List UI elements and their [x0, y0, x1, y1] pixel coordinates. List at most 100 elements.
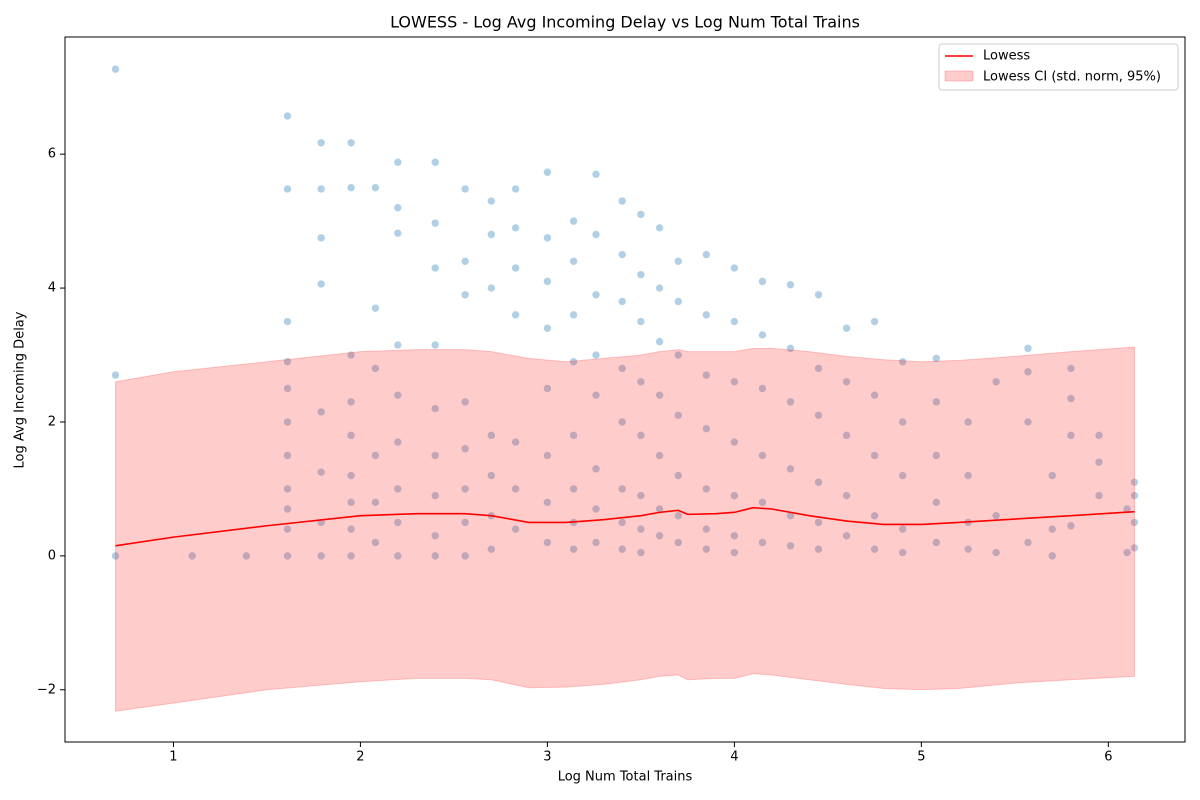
scatter-point	[346, 397, 356, 407]
scatter-point	[487, 544, 496, 554]
scatter-point	[569, 256, 578, 266]
scatter-point	[393, 390, 403, 400]
scatter-point	[1094, 431, 1104, 440]
scatter-point	[655, 223, 664, 233]
scatter-point	[346, 138, 356, 148]
scatter-point	[730, 531, 739, 541]
scatter-point	[316, 467, 326, 477]
scatter-point	[1066, 364, 1076, 373]
scatter-point	[673, 297, 683, 306]
scatter-point	[702, 484, 711, 494]
scatter-point	[430, 451, 440, 460]
scatter-point	[242, 551, 251, 561]
scatter-point	[283, 111, 292, 121]
scatter-point	[702, 250, 711, 259]
y-tick-label: 6	[48, 147, 56, 162]
scatter-point	[393, 551, 403, 561]
y-tick-label: 0	[48, 548, 56, 563]
scatter-point	[346, 498, 356, 507]
scatter-point	[460, 256, 470, 266]
scatter-point	[346, 551, 356, 561]
scatter-point	[1047, 524, 1057, 534]
scatter-point	[1130, 477, 1139, 487]
scatter-point	[1023, 417, 1033, 427]
scatter-point	[430, 404, 440, 413]
scatter-point	[730, 548, 739, 557]
scatter-point	[673, 256, 683, 266]
scatter-point	[346, 183, 356, 192]
scatter-point	[702, 544, 711, 554]
scatter-point	[371, 183, 380, 192]
scatter-point	[543, 451, 552, 460]
scatter-point	[758, 538, 767, 547]
scatter-point	[460, 290, 470, 300]
x-tick-label: 6	[1104, 750, 1112, 765]
scatter-point	[870, 390, 879, 400]
scatter-point	[371, 498, 380, 507]
y-axis-label: Log Avg Incoming Delay	[13, 311, 28, 468]
scatter-point	[636, 270, 646, 279]
scatter-point	[842, 491, 851, 500]
scatter-point	[814, 477, 823, 487]
scatter-point	[543, 538, 552, 547]
scatter-point	[430, 340, 440, 350]
scatter-point	[487, 196, 496, 206]
scatter-point	[487, 283, 496, 293]
scatter-point	[758, 277, 767, 286]
scatter-point	[702, 524, 711, 534]
scatter-point	[870, 544, 879, 554]
scatter-point	[346, 524, 356, 534]
scatter-point	[460, 484, 470, 494]
scatter-point	[111, 370, 120, 380]
scatter-point	[655, 531, 664, 541]
x-tick-label: 2	[356, 750, 364, 765]
plot-frame	[64, 36, 1186, 743]
scatter-point	[316, 279, 326, 289]
scatter-point	[655, 337, 664, 346]
scatter-point	[758, 498, 767, 507]
scatter-point	[1066, 521, 1076, 531]
scatter-point	[393, 437, 403, 447]
scatter-point	[371, 451, 380, 460]
scatter-point	[591, 464, 601, 474]
scatter-point	[1066, 394, 1076, 403]
scatter-point	[932, 498, 941, 507]
scatter-point	[842, 531, 851, 541]
scatter-point	[702, 310, 711, 320]
scatter-point	[511, 184, 520, 194]
scatter-point	[932, 451, 941, 460]
y-tick-label: 2	[48, 414, 56, 429]
legend-box	[938, 43, 1179, 91]
y-tick-label: −2	[37, 682, 56, 697]
scatter-point	[786, 344, 795, 353]
scatter-point	[617, 364, 627, 373]
scatter-point	[569, 310, 578, 320]
x-tick-label: 3	[543, 750, 551, 765]
scatter-point	[543, 233, 552, 243]
scatter-point	[460, 184, 470, 194]
scatter-point	[786, 541, 795, 551]
scatter-point	[283, 504, 292, 514]
scatter-point	[111, 551, 120, 561]
scatter-point	[511, 310, 520, 320]
scatter-point	[543, 277, 552, 286]
scatter-point	[617, 544, 627, 554]
scatter-point	[1066, 431, 1076, 440]
scatter-point	[1047, 471, 1057, 480]
x-axis-label: Log Num Total Trains	[558, 770, 693, 785]
scatter-point	[111, 64, 120, 74]
scatter-point	[460, 518, 470, 527]
scatter-point	[898, 357, 907, 367]
scatter-point	[898, 471, 907, 480]
scatter-point	[786, 397, 795, 407]
scatter-point	[543, 384, 552, 393]
scatter-point	[814, 518, 823, 527]
scatter-point	[1023, 367, 1033, 377]
chart-title: LOWESS - Log Avg Incoming Delay vs Log N…	[390, 13, 860, 32]
legend-band-swatch	[944, 70, 974, 82]
scatter-point	[283, 451, 292, 460]
scatter-point	[393, 203, 403, 213]
scatter-point	[430, 263, 440, 273]
scatter-point	[543, 167, 552, 177]
scatter-point	[730, 377, 739, 387]
